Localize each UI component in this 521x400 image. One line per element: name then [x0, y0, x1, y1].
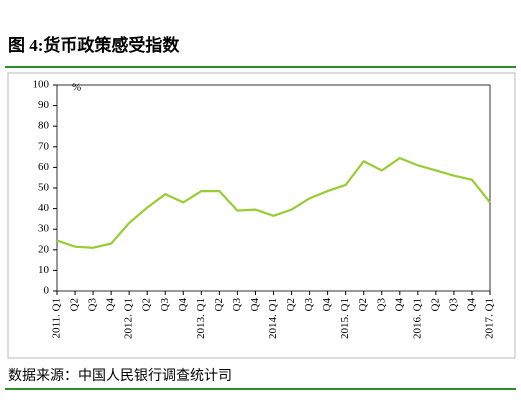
x-tick-label: Q3 — [159, 298, 171, 312]
x-tick-label: Q4 — [105, 298, 117, 312]
y-tick-label: 30 — [38, 223, 50, 235]
x-tick-label: 2017. Q1 — [484, 298, 496, 339]
x-tick-label: Q3 — [231, 298, 243, 312]
x-tick-label: Q4 — [321, 298, 333, 312]
x-tick-label: Q2 — [429, 298, 441, 311]
x-tick-label: Q3 — [87, 298, 99, 312]
y-tick-label: 100 — [33, 79, 50, 91]
x-tick-label: Q2 — [213, 298, 225, 311]
chart-frame — [7, 72, 516, 359]
x-tick-label: Q4 — [465, 298, 477, 312]
x-tick-label: Q3 — [303, 298, 315, 312]
x-tick-label: 2015. Q1 — [339, 298, 351, 339]
x-tick-label: 2011. Q1 — [51, 298, 63, 339]
y-tick-label: 80 — [38, 120, 50, 132]
y-unit: % — [72, 82, 81, 94]
y-tick-label: 50 — [38, 182, 50, 194]
line — [56, 156, 491, 249]
y-tick-label: 60 — [38, 161, 50, 173]
chart-title: 图 4:货币政策感受指数 — [8, 35, 180, 55]
x-tick-label: Q4 — [249, 298, 261, 312]
y-tick-label: 90 — [38, 99, 50, 111]
x-tick-label: Q2 — [141, 298, 153, 311]
x-tick-label: 2013. Q1 — [195, 298, 207, 339]
x-tick-label: Q2 — [285, 298, 297, 311]
x-tick-label: Q2 — [69, 298, 81, 311]
x-tick-label: 2014. Q1 — [267, 298, 279, 339]
x-tick-label: Q4 — [177, 298, 189, 312]
x-tick-label: Q3 — [447, 298, 459, 312]
x-tick-label: 2016. Q1 — [411, 298, 423, 339]
y-tick-label: 10 — [38, 264, 50, 276]
x-tick-label: Q4 — [393, 298, 405, 312]
y-tick-label: 70 — [38, 140, 50, 152]
source: 数据来源：中国人民银行调查统计司 — [8, 368, 232, 384]
y-tick-label: 0 — [44, 285, 50, 297]
y-tick-label: 40 — [38, 202, 50, 214]
y-tick-label: 20 — [38, 243, 50, 255]
x-tick-label: 2012. Q1 — [123, 298, 135, 339]
x-tick-label: Q3 — [375, 298, 387, 312]
plot-area — [56, 84, 491, 292]
x-tick-label: Q2 — [357, 298, 369, 311]
